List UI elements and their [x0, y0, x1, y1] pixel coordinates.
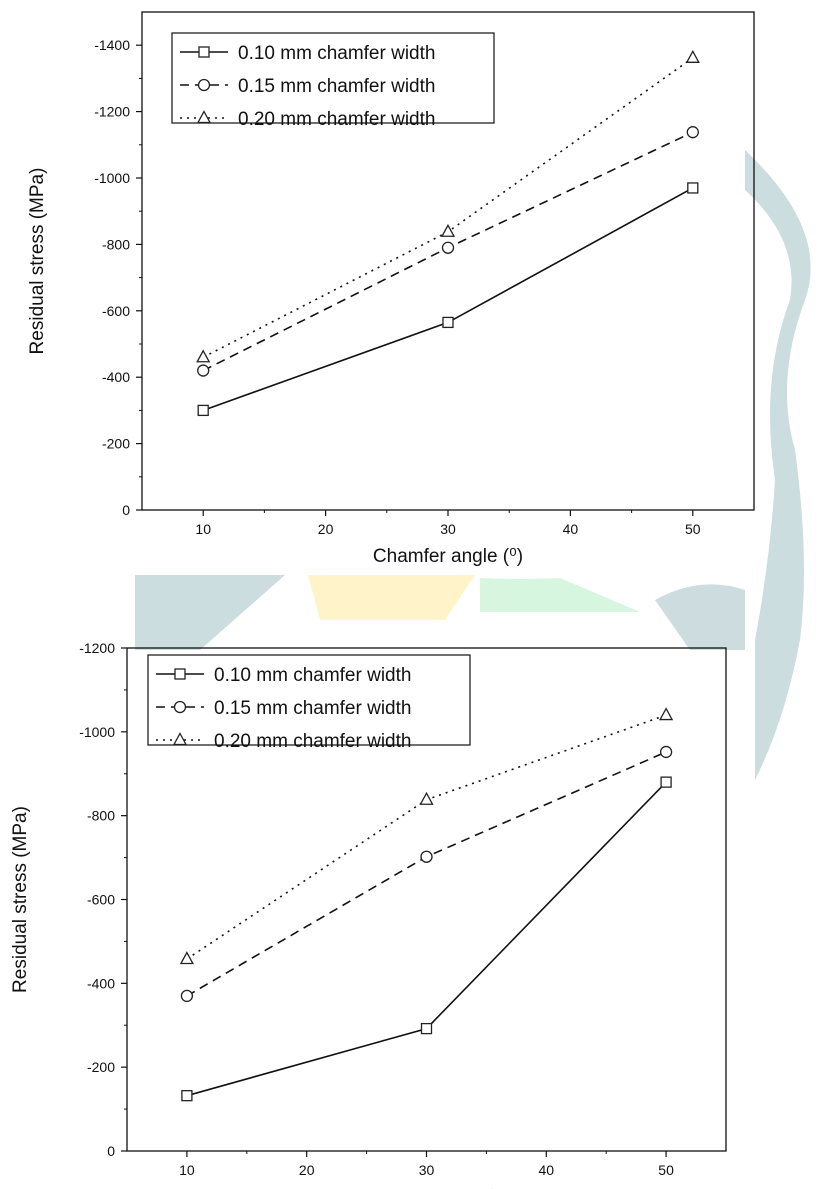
data-point-square — [420, 1022, 433, 1035]
legend-box — [171, 32, 495, 124]
x-tick-label: 30 — [440, 521, 456, 537]
data-point-circle — [180, 989, 194, 1003]
y-tick-label: -400 — [87, 975, 115, 991]
data-point-triangle — [440, 223, 456, 237]
y-tick-label: -600 — [102, 303, 130, 319]
x-tick-label: 10 — [179, 1162, 195, 1178]
plot-area-top: 10 20 30 40 50 0 -200 -400 -600 -800 -1000 -1200 -14… — [27, 11, 755, 567]
y-tick-label: -1200 — [79, 640, 115, 656]
data-point-triangle — [685, 49, 700, 63]
plot-area-bottom: 10 20 30 40 50 0 -200 -400 -600 -800 -1000 -1200 Cha… — [10, 640, 727, 1189]
y-tick-label: -1200 — [94, 104, 130, 120]
x-tick-label: 50 — [685, 521, 701, 537]
data-point-triangle — [196, 349, 211, 363]
data-point-triangle — [419, 791, 434, 805]
data-point-circle — [441, 241, 455, 254]
legend-marker-triangle — [196, 110, 212, 124]
data-point-circle — [659, 745, 673, 759]
data-point-circle — [420, 850, 433, 863]
legend-marker-circle — [197, 78, 211, 92]
data-point-circle — [197, 364, 210, 377]
y-tick-label: -1000 — [79, 724, 115, 740]
series-line-0-10 — [186, 781, 667, 1097]
legend-marker-circle — [173, 700, 187, 714]
x-tick-label: 20 — [318, 521, 334, 537]
y-tick-label: -1400 — [94, 37, 130, 53]
x-tick-label: 10 — [195, 521, 211, 537]
legend-label: 0.10 mm chamfer width — [238, 43, 435, 64]
legend-marker-square — [174, 668, 186, 680]
y-axis-title: Residual stress (MPa) — [27, 168, 48, 355]
x-tick-label: 50 — [658, 1162, 674, 1178]
y-tick-label: 0 — [107, 1143, 115, 1159]
data-point-square — [181, 1090, 193, 1102]
series-line-0-15 — [186, 751, 667, 997]
data-point-triangle — [659, 707, 674, 721]
legend-label: 0.20 mm chamfer width — [238, 109, 435, 130]
x-tick-label: 40 — [563, 521, 579, 537]
x-axis-title: Chamfer angle (⁰) — [373, 546, 523, 567]
y-tick-label: -200 — [87, 1059, 115, 1075]
y-tick-label: -800 — [87, 808, 115, 824]
y-tick-label: 0 — [122, 502, 130, 518]
data-point-square — [660, 776, 672, 788]
data-point-circle — [686, 126, 699, 139]
x-axis-title: Chamfer angle (⁰) — [351, 1187, 501, 1189]
data-point-square — [687, 182, 699, 194]
data-point-triangle — [179, 951, 194, 965]
x-tick-label: 30 — [419, 1162, 435, 1178]
chart-bottom: 10 20 30 40 50 0 -200 -400 -600 -800 -1000 -1200 Cha… — [10, 640, 727, 1189]
data-point-square — [197, 404, 209, 417]
legend-marker-square — [198, 46, 210, 58]
data-point-square — [442, 316, 454, 329]
y-tick-label: -1000 — [94, 170, 130, 186]
legend-label: 0.15 mm chamfer width — [214, 698, 411, 719]
chart-top: 10 20 30 40 50 0 -200 -400 -600 -800 -1000 -1200 -14… — [27, 11, 755, 567]
watermark-green-band — [480, 578, 640, 612]
watermark-right-shape — [655, 584, 745, 650]
watermark-right-arc — [745, 150, 811, 780]
legend-marker-triangle — [172, 732, 188, 746]
series-line-0-10 — [202, 187, 694, 412]
y-tick-label: -800 — [102, 236, 130, 252]
x-tick-label: 20 — [299, 1162, 315, 1178]
y-tick-label: -400 — [102, 369, 130, 385]
y-axis-title: Residual stress (MPa) — [10, 806, 31, 993]
x-tick-label: 40 — [539, 1162, 555, 1178]
legend-label: 0.10 mm chamfer width — [214, 665, 411, 686]
legend-box — [147, 654, 471, 746]
watermark-yellow-band — [308, 575, 475, 620]
y-tick-label: -600 — [87, 892, 115, 908]
watermark-left-shape — [135, 575, 285, 650]
y-tick-label: -200 — [102, 436, 130, 452]
series-line-0-20 — [202, 57, 694, 358]
legend-label: 0.15 mm chamfer width — [238, 76, 435, 97]
legend-label: 0.20 mm chamfer width — [214, 731, 411, 752]
